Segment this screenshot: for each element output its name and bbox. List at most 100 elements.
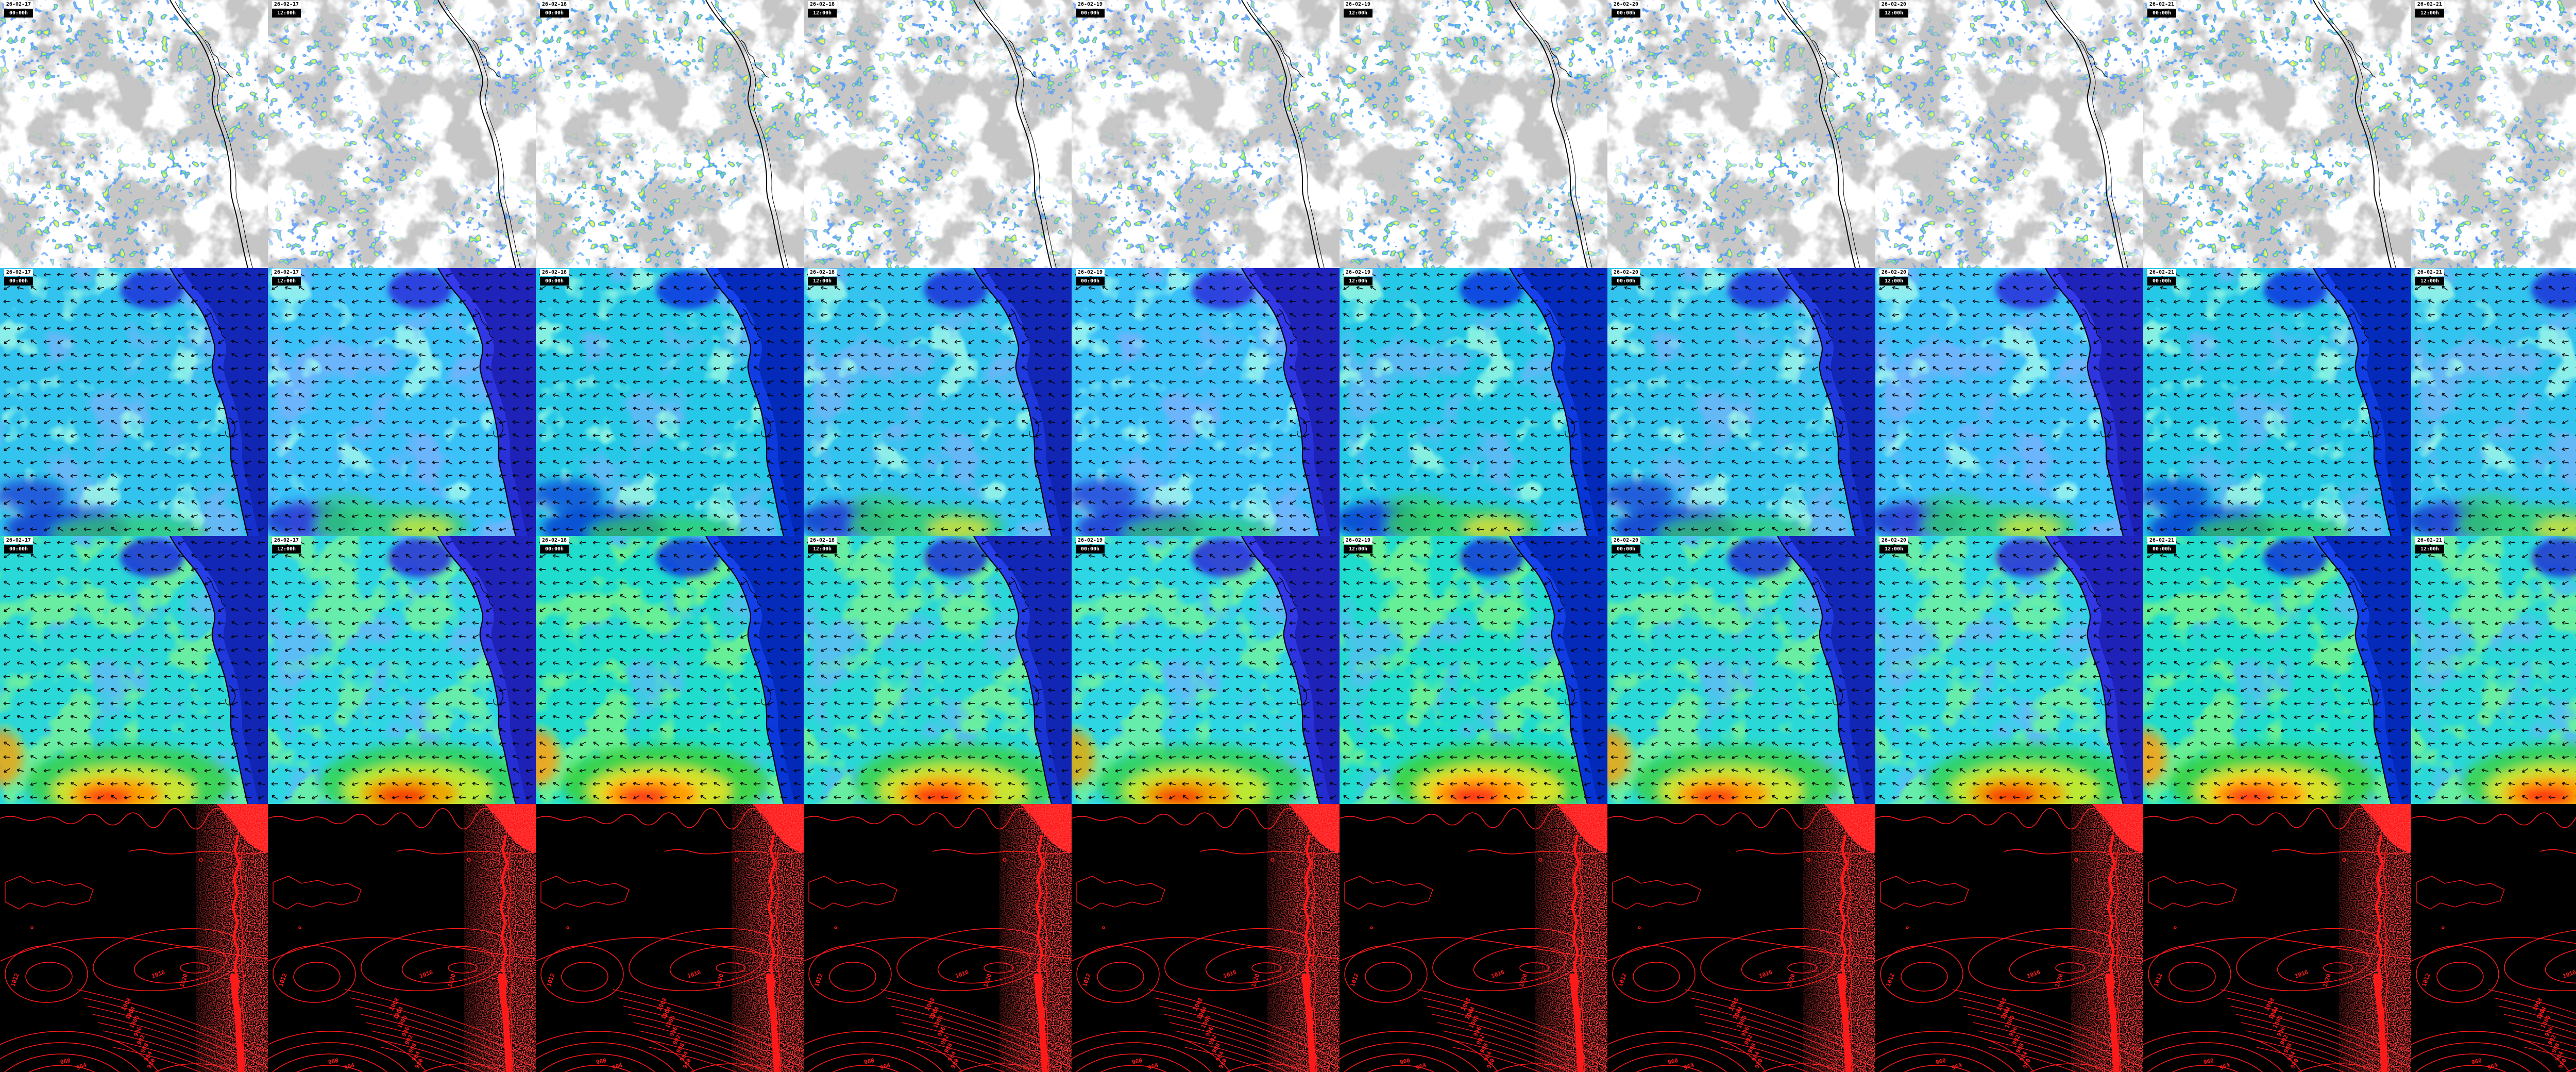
wind-speed-vectors-high-map [0,536,268,804]
tile-timestamp-label: 26-02-17 00:00h [4,1,33,18]
tile-date-label: 26-02-19 [1076,269,1105,276]
mslp-isobar-contours-map [0,804,268,1072]
forecast-tile [1607,804,1875,1072]
mslp-isobar-contours-map [1875,804,2143,1072]
tile-date-label: 26-02-17 [272,1,301,8]
satellite-cloud-precip-map [2143,0,2411,268]
tile-time-label: 12:00h [1879,277,1908,286]
tile-timestamp-label: 26-02-21 12:00h [2415,537,2444,554]
wind-speed-vectors-low-map [2411,268,2576,536]
tile-timestamp-label: 26-02-20 00:00h [1612,269,1640,286]
tile-timestamp-label: 26-02-18 12:00h [808,269,837,286]
forecast-tile [1340,804,1607,1072]
tile-time-label: 12:00h [808,277,837,286]
tile-timestamp-label: 26-02-21 00:00h [2147,269,2176,286]
tile-time-label: 00:00h [1612,277,1640,286]
forecast-tile: 26-02-18 12:00h [804,536,1072,804]
forecast-tile: 26-02-19 00:00h [1072,536,1340,804]
wind-speed-vectors-low-map [0,268,268,536]
tile-time-label: 12:00h [2415,545,2444,554]
tile-time-label: 12:00h [2415,9,2444,18]
tile-time-label: 12:00h [272,545,301,554]
forecast-tile: 26-02-18 12:00h [804,0,1072,268]
forecast-tile: 26-02-20 00:00h [1607,536,1875,804]
tile-date-label: 26-02-20 [1612,269,1640,276]
forecast-tile: 26-02-21 00:00h [2143,0,2411,268]
satellite-cloud-precip-map [1340,0,1607,268]
tile-timestamp-label: 26-02-17 12:00h [272,269,301,286]
satellite-cloud-precip-map [2411,0,2576,268]
tile-date-label: 26-02-19 [1344,269,1372,276]
tile-time-label: 12:00h [808,9,837,18]
tile-timestamp-label: 26-02-19 12:00h [1344,269,1372,286]
forecast-tile: 26-02-17 12:00h [268,536,536,804]
tile-timestamp-label: 26-02-17 12:00h [272,1,301,18]
tile-date-label: 26-02-20 [1879,1,1908,8]
forecast-tile: 26-02-18 00:00h [536,0,804,268]
forecast-tile: 26-02-21 00:00h [2143,268,2411,536]
forecast-tile [536,804,804,1072]
tile-timestamp-label: 26-02-19 00:00h [1076,269,1105,286]
forecast-tile: 26-02-17 12:00h [268,268,536,536]
tile-time-label: 12:00h [272,9,301,18]
tile-time-label: 00:00h [1612,545,1640,554]
forecast-tile: 26-02-18 12:00h [804,268,1072,536]
tile-date-label: 26-02-21 [2147,537,2176,544]
wind-speed-vectors-high-map [1072,536,1340,804]
satellite-cloud-precip-map [1875,0,2143,268]
tile-date-label: 26-02-19 [1344,537,1372,544]
forecast-tile [0,804,268,1072]
wind-speed-vectors-low-map [268,268,536,536]
mslp-isobar-contours-map [536,804,804,1072]
satellite-cloud-precip-map [1072,0,1340,268]
tile-time-label: 12:00h [1879,9,1908,18]
tile-timestamp-label: 26-02-20 00:00h [1612,537,1640,554]
satellite-cloud-precip-map [804,0,1072,268]
tile-timestamp-label: 26-02-18 00:00h [540,269,569,286]
tile-date-label: 26-02-17 [272,537,301,544]
wind-speed-vectors-high-map [1340,536,1607,804]
tile-timestamp-label: 26-02-20 12:00h [1879,269,1908,286]
mslp-isobar-contours-map [268,804,536,1072]
satellite-cloud-precip-map [0,0,268,268]
tile-timestamp-label: 26-02-17 00:00h [4,537,33,554]
wind-speed-vectors-low-map [1875,268,2143,536]
tile-date-label: 26-02-18 [808,269,837,276]
tile-timestamp-label: 26-02-19 12:00h [1344,537,1372,554]
tile-time-label: 00:00h [540,277,569,286]
forecast-tile [2411,804,2576,1072]
wind-speed-vectors-high-map [2143,536,2411,804]
tile-time-label: 00:00h [1076,277,1105,286]
tile-timestamp-label: 26-02-19 00:00h [1076,537,1105,554]
tile-timestamp-label: 26-02-21 12:00h [2415,269,2444,286]
forecast-tile: 26-02-20 12:00h [1875,536,2143,804]
mslp-isobar-contours-map [2143,804,2411,1072]
wind-speed-vectors-high-map [804,536,1072,804]
tile-date-label: 26-02-17 [272,269,301,276]
forecast-tile: 26-02-19 12:00h [1340,0,1607,268]
forecast-tile [1072,804,1340,1072]
tile-timestamp-label: 26-02-20 12:00h [1879,537,1908,554]
tile-time-label: 12:00h [1879,545,1908,554]
wind-speed-vectors-low-map [804,268,1072,536]
tile-timestamp-label: 26-02-18 12:00h [808,537,837,554]
tile-time-label: 00:00h [2147,9,2176,18]
wind-speed-vectors-high-map [1607,536,1875,804]
tile-date-label: 26-02-20 [1879,537,1908,544]
forecast-tile [2143,804,2411,1072]
tile-timestamp-label: 26-02-21 12:00h [2415,1,2444,18]
forecast-tile: 26-02-21 12:00h [2411,268,2576,536]
forecast-tile: 26-02-19 00:00h [1072,268,1340,536]
tile-timestamp-label: 26-02-19 12:00h [1344,1,1372,18]
wind-speed-vectors-high-map [536,536,804,804]
tile-date-label: 26-02-21 [2415,1,2444,8]
forecast-tile: 26-02-18 00:00h [536,268,804,536]
forecast-tile [804,804,1072,1072]
tile-timestamp-label: 26-02-20 00:00h [1612,1,1640,18]
tile-date-label: 26-02-20 [1612,537,1640,544]
mslp-isobar-contours-map [1607,804,1875,1072]
wind-speed-vectors-low-map [1340,268,1607,536]
tile-time-label: 12:00h [1344,545,1372,554]
forecast-tile: 26-02-20 12:00h [1875,0,2143,268]
forecast-tile: 26-02-17 12:00h [268,0,536,268]
